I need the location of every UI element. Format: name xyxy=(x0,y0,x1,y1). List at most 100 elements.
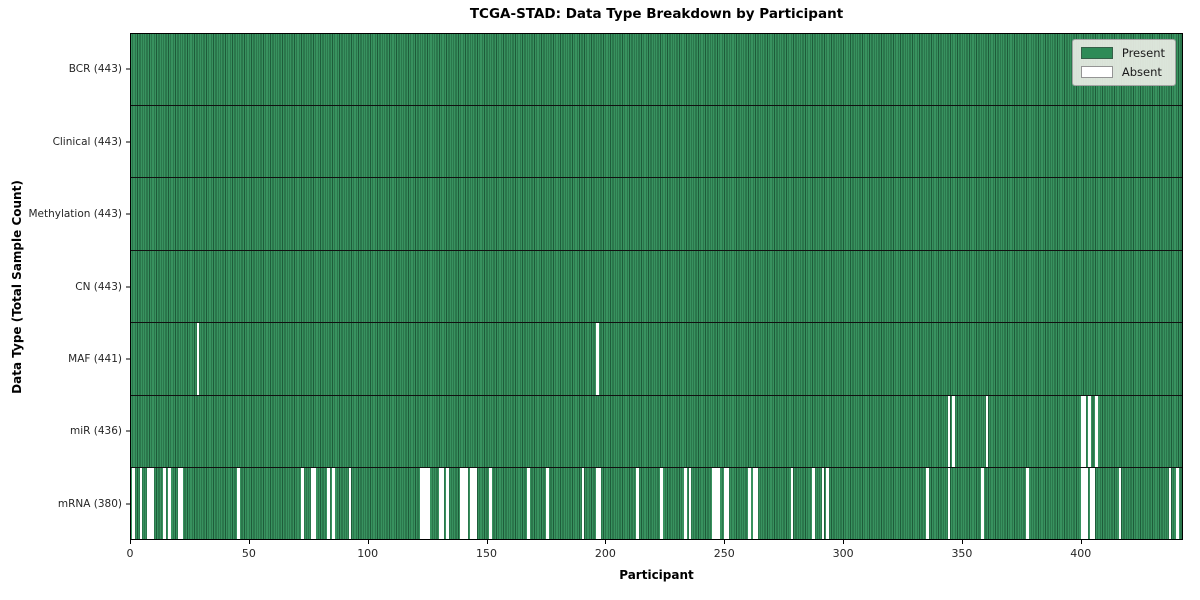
row-separator xyxy=(130,177,1183,179)
absent-gap-mir xyxy=(1083,395,1086,468)
absent-gap-maf xyxy=(595,322,599,396)
legend: Present Absent xyxy=(1071,39,1176,86)
row-band-bcr xyxy=(130,33,1183,106)
absent-gap-mrna xyxy=(1092,467,1096,540)
absent-gap-mir xyxy=(1095,395,1098,468)
y-tick-label-mir: miR (436) xyxy=(69,425,122,438)
y-tick-mark xyxy=(126,68,130,70)
row-separator xyxy=(130,322,1183,324)
absent-gap-mrna xyxy=(427,467,430,540)
absent-gap-mrna xyxy=(146,467,150,540)
y-tick-label-clinical: Clinical (443) xyxy=(52,135,122,148)
absent-gap-mir xyxy=(952,395,956,468)
absent-gap-mir xyxy=(1087,395,1091,468)
absent-gap-mrna xyxy=(469,467,473,540)
y-tick-mark xyxy=(126,286,130,287)
absent-gap-mrna xyxy=(1083,467,1086,540)
absent-gap-mrna xyxy=(545,467,549,540)
legend-swatch-absent xyxy=(1080,66,1113,78)
absent-gap-mrna xyxy=(688,467,692,540)
absent-gap-mrna xyxy=(462,467,466,540)
absent-gap-mrna xyxy=(726,467,730,540)
y-tick-mark xyxy=(126,358,130,360)
x-tick-mark xyxy=(248,540,250,544)
absent-gap-mrna xyxy=(139,467,143,540)
absent-gap-mrna xyxy=(812,467,815,540)
x-tick-label: 100 xyxy=(357,547,379,560)
x-tick-label: 350 xyxy=(951,547,973,560)
y-tick-mark xyxy=(126,213,130,215)
absent-gap-mrna xyxy=(179,467,183,540)
legend-swatch-present xyxy=(1080,47,1113,59)
legend-label-present: Present xyxy=(1121,46,1165,60)
x-tick-mark xyxy=(605,540,607,544)
absent-gap-mrna xyxy=(1090,467,1093,540)
y-tick-label-cn: CN (443) xyxy=(75,280,122,293)
absent-gap-mrna xyxy=(748,467,751,540)
absent-gap-mrna xyxy=(598,467,601,540)
absent-gap-mrna xyxy=(465,467,468,540)
y-tick-label-bcr: BCR (443) xyxy=(68,63,122,76)
x-tick-label: 300 xyxy=(832,547,854,560)
absent-gap-mrna xyxy=(419,467,423,540)
y-tick-label-maf: MAF (441) xyxy=(68,352,122,365)
absent-gap-mrna xyxy=(1168,467,1172,540)
row-separator xyxy=(130,249,1183,251)
absent-gap-mrna xyxy=(472,467,475,540)
x-tick-mark xyxy=(486,540,488,544)
absent-gap-mrna xyxy=(752,467,756,540)
absent-gap-mir xyxy=(1080,395,1084,468)
x-tick-mark xyxy=(1080,540,1082,544)
absent-gap-mrna xyxy=(1026,467,1029,540)
absent-gap-mrna xyxy=(1118,467,1122,540)
absent-gap-mrna xyxy=(1175,467,1179,540)
y-tick-mark xyxy=(126,141,130,143)
row-band-methylation xyxy=(130,177,1183,251)
row-separator xyxy=(130,394,1183,396)
absent-gap-mrna xyxy=(422,467,426,540)
absent-gap-mrna xyxy=(683,467,687,540)
y-tick-mark xyxy=(126,503,130,505)
row-band-maf xyxy=(130,322,1183,396)
absent-gap-mrna xyxy=(460,467,464,540)
legend-entry-absent: Absent xyxy=(1080,65,1165,79)
row-band-mrna xyxy=(130,467,1183,540)
x-tick-label: 50 xyxy=(241,547,256,560)
absent-gap-mrna xyxy=(446,467,449,540)
x-tick-label: 200 xyxy=(594,547,616,560)
absent-gap-mrna xyxy=(149,467,152,540)
absent-gap-mrna xyxy=(301,467,304,540)
absent-gap-mrna xyxy=(177,467,181,540)
absent-gap-mrna xyxy=(581,467,585,540)
x-tick-mark xyxy=(961,540,963,544)
absent-gap-mrna xyxy=(1080,467,1084,540)
row-band-cn xyxy=(130,250,1183,323)
absent-gap-mrna xyxy=(724,467,727,540)
absent-gap-mrna xyxy=(926,467,929,540)
legend-label-absent: Absent xyxy=(1121,65,1162,79)
row-band-clinical xyxy=(130,105,1183,178)
absent-gap-mrna xyxy=(821,467,825,540)
x-tick-label: 400 xyxy=(1070,547,1092,560)
row-separator xyxy=(130,104,1183,106)
absent-gap-mir xyxy=(947,395,951,468)
absent-gap-mrna xyxy=(163,467,166,540)
absent-gap-mrna xyxy=(526,467,530,540)
absent-gap-mrna xyxy=(439,467,442,540)
absent-gap-mrna xyxy=(474,467,478,540)
absent-gap-mrna xyxy=(660,467,663,540)
x-axis-label: Participant xyxy=(619,568,694,582)
row-separator xyxy=(130,467,1183,469)
absent-gap-mrna xyxy=(947,467,951,540)
absent-gap-mrna xyxy=(441,467,445,540)
absent-gap-mir xyxy=(985,395,989,468)
absent-gap-mrna xyxy=(424,467,428,540)
x-tick-label: 150 xyxy=(476,547,498,560)
absent-gap-mrna xyxy=(636,467,639,540)
absent-gap-maf xyxy=(196,322,200,396)
absent-gap-mrna xyxy=(595,467,599,540)
absent-gap-mrna xyxy=(714,467,718,540)
y-tick-label-methylation: Methylation (443) xyxy=(28,208,122,221)
absent-gap-mrna xyxy=(327,467,330,540)
